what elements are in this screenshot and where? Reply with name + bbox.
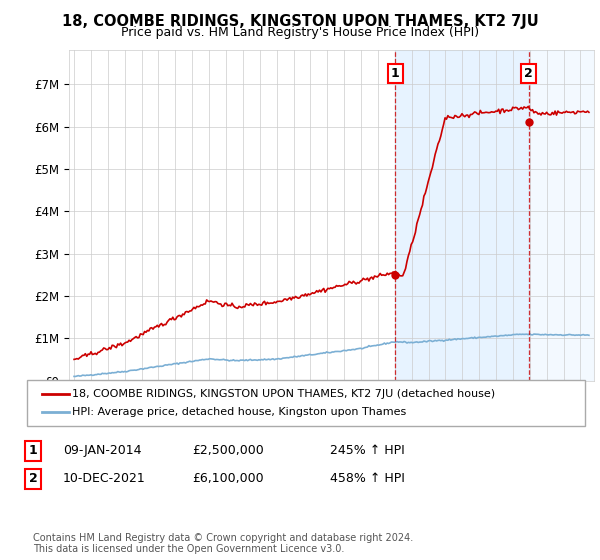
Text: 1: 1 bbox=[29, 444, 37, 458]
Text: 10-DEC-2021: 10-DEC-2021 bbox=[63, 472, 146, 486]
Text: 18, COOMBE RIDINGS, KINGSTON UPON THAMES, KT2 7JU: 18, COOMBE RIDINGS, KINGSTON UPON THAMES… bbox=[62, 14, 538, 29]
Text: Contains HM Land Registry data © Crown copyright and database right 2024.
This d: Contains HM Land Registry data © Crown c… bbox=[33, 533, 413, 554]
Text: Price paid vs. HM Land Registry's House Price Index (HPI): Price paid vs. HM Land Registry's House … bbox=[121, 26, 479, 39]
Bar bbox=[395, 50, 529, 381]
Text: 458% ↑ HPI: 458% ↑ HPI bbox=[330, 472, 405, 486]
Bar bbox=[529, 50, 594, 381]
Text: 1: 1 bbox=[391, 67, 400, 80]
Text: £6,100,000: £6,100,000 bbox=[192, 472, 263, 486]
Text: 245% ↑ HPI: 245% ↑ HPI bbox=[330, 444, 405, 458]
Text: 2: 2 bbox=[29, 472, 37, 486]
Text: HPI: Average price, detached house, Kingston upon Thames: HPI: Average price, detached house, King… bbox=[72, 407, 406, 417]
Text: 09-JAN-2014: 09-JAN-2014 bbox=[63, 444, 142, 458]
Text: 2: 2 bbox=[524, 67, 533, 80]
Text: 18, COOMBE RIDINGS, KINGSTON UPON THAMES, KT2 7JU (detached house): 18, COOMBE RIDINGS, KINGSTON UPON THAMES… bbox=[72, 389, 495, 399]
Text: £2,500,000: £2,500,000 bbox=[192, 444, 264, 458]
